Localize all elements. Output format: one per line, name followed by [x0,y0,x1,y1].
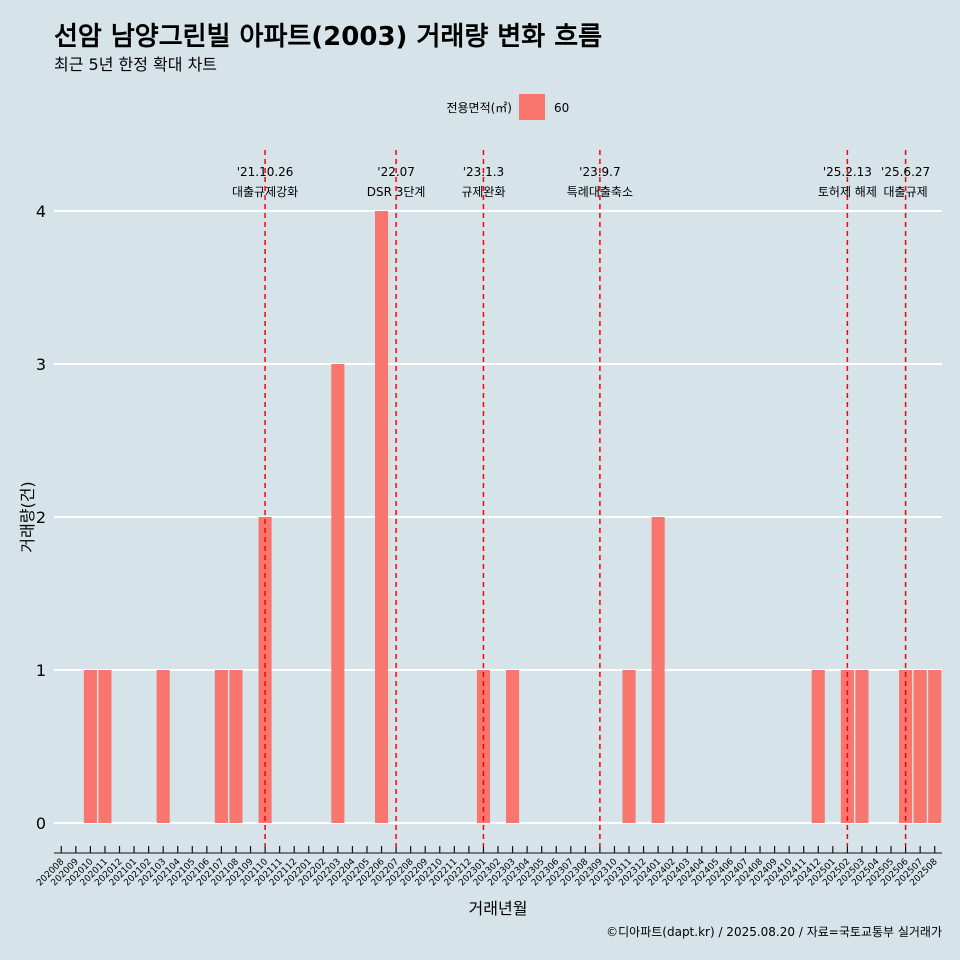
bar [651,517,665,823]
event-label: 규제완화 [461,185,505,199]
grid [54,210,942,824]
y-tick-label: 2 [36,508,46,527]
legend-swatch [519,94,545,120]
chart-subtitle: 최근 5년 한정 확대 차트 [54,55,217,74]
legend: 전용면적(㎡) 60 [446,94,569,120]
bar [928,670,942,823]
event-label: 특례대출축소 [567,185,633,199]
event-date: '25.6.27 [881,165,930,179]
bar [98,670,112,823]
y-tick-label: 3 [36,355,46,374]
event-label: 토허제 해제 [818,185,877,199]
bar [855,670,869,823]
event-lines: '21.10.26 대출규제강화 '22.07 DSR 3단계 '23.1.3 규제완화 '… [232,150,930,846]
event-date: '23.1.3 [463,165,504,179]
y-axis-title: 거래량(건) [18,481,37,552]
bar [214,670,228,823]
y-tick-label: 1 [36,661,46,680]
bar [374,211,389,823]
event-date: '25.2.13 [823,165,872,179]
event-label: DSR 3단계 [367,185,426,199]
event-date: '23.9.7 [579,165,620,179]
event-label: 대출규제강화 [232,185,298,199]
bar [229,670,243,823]
y-tick-label: 4 [36,202,46,221]
bar [258,517,272,823]
bar [83,670,97,823]
bar [811,670,825,823]
y-axis: 0 1 2 3 4 [36,202,46,833]
event-date: '21.10.26 [237,165,294,179]
x-axis: 2020082020092020102020112020122021012021… [35,846,942,888]
bar [913,670,927,823]
event-label: 대출규제 [884,185,928,199]
bars [83,211,942,823]
x-axis-title: 거래년월 [469,899,528,918]
caption: ©디아파트(dapt.kr) / 2025.08.20 / 자료=국토교통부 실… [606,925,942,939]
y-tick-label: 0 [36,814,46,833]
bar [331,364,345,823]
legend-item-label: 60 [554,101,569,115]
chart-title: 선암 남양그린빌 아파트(2003) 거래량 변화 흐름 [54,22,602,52]
event-date: '22.07 [377,165,415,179]
bar [506,670,520,823]
bar [622,670,636,823]
legend-title: 전용면적(㎡) [446,101,512,115]
bar [156,670,170,823]
